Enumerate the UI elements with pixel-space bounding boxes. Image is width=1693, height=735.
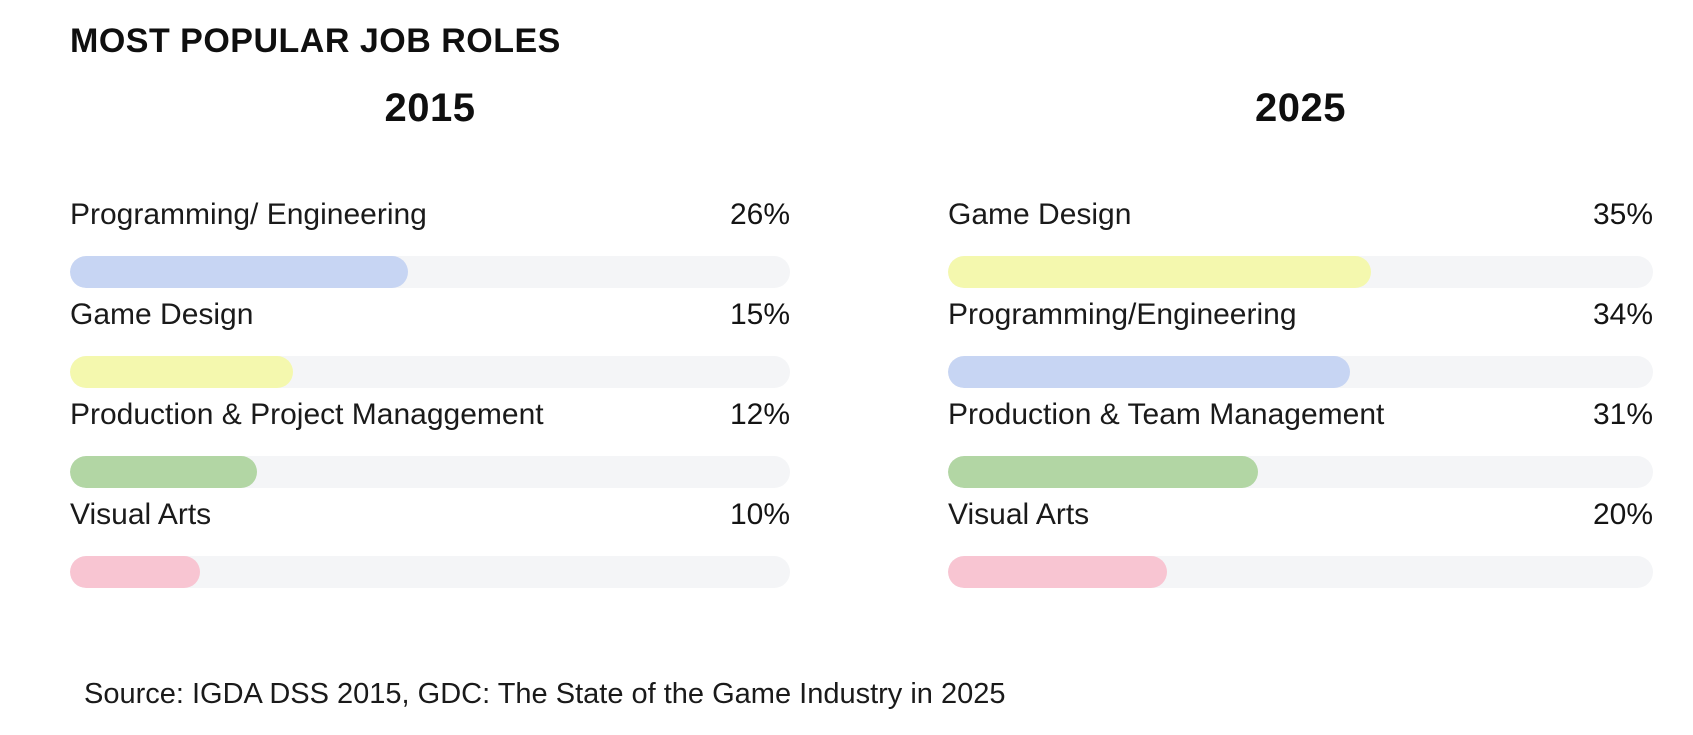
bar-fill xyxy=(948,256,1371,288)
bar-row-head: Programming/ Engineering 26% xyxy=(70,196,790,232)
value-label: 35% xyxy=(1592,198,1653,231)
bar-row: Production & Team Management 31% xyxy=(948,396,1653,488)
source-note: Source: IGDA DSS 2015, GDC: The State of… xyxy=(84,678,1006,710)
bar-track xyxy=(948,556,1653,588)
category-label: Production & Team Management xyxy=(948,398,1385,431)
bar-fill xyxy=(948,556,1167,588)
value-label: 10% xyxy=(729,498,790,531)
bar-row-head: Production & Team Management 31% xyxy=(948,396,1653,432)
bar-track xyxy=(70,456,790,488)
bar-track xyxy=(948,256,1653,288)
value-label: 26% xyxy=(729,198,790,231)
category-label: Programming/Engineering xyxy=(948,298,1297,331)
bar-fill xyxy=(70,356,294,388)
value-label: 20% xyxy=(1592,498,1653,531)
value-label: 34% xyxy=(1592,298,1653,331)
category-label: Programming/ Engineering xyxy=(70,198,427,231)
category-label: Visual Arts xyxy=(948,498,1090,531)
value-label: 15% xyxy=(729,298,790,331)
bar-row-head: Game Design 15% xyxy=(70,296,790,332)
bar-row-head: Visual Arts 20% xyxy=(948,496,1653,532)
category-label: Production & Project Managgement xyxy=(70,398,544,431)
bar-row: Visual Arts 10% xyxy=(70,496,790,588)
bar-track xyxy=(70,356,790,388)
bar-fill xyxy=(70,456,258,488)
value-label: 31% xyxy=(1592,398,1653,431)
chart-2015: 2015 Programming/ Engineering 26% Game Des… xyxy=(70,84,790,596)
bar-row: Programming/Engineering 34% xyxy=(948,296,1653,388)
chart-2015-rows: Programming/ Engineering 26% Game Design 15… xyxy=(70,196,790,588)
chart-2015-title: 2015 xyxy=(384,86,476,130)
bar-row-head: Game Design 35% xyxy=(948,196,1653,232)
bar-row: Production & Project Managgement 12% xyxy=(70,396,790,488)
bar-fill xyxy=(70,256,409,288)
category-label: Visual Arts xyxy=(70,498,212,531)
bar-track xyxy=(70,556,790,588)
bar-row: Game Design 35% xyxy=(948,196,1653,288)
bar-row: Programming/ Engineering 26% xyxy=(70,196,790,288)
chart-2025-title: 2025 xyxy=(1255,86,1346,130)
value-label: 12% xyxy=(729,398,790,431)
chart-2025: 2025 Game Design 35% Programming/Engineeri… xyxy=(948,84,1653,596)
bar-row-head: Visual Arts 10% xyxy=(70,496,790,532)
bar-fill xyxy=(948,356,1350,388)
bar-row: Visual Arts 20% xyxy=(948,496,1653,588)
category-label: Game Design xyxy=(70,298,254,331)
bar-track xyxy=(70,256,790,288)
bar-row-head: Production & Project Managgement 12% xyxy=(70,396,790,432)
page-title: MOST POPULAR JOB ROLES xyxy=(70,22,561,60)
chart-2025-rows: Game Design 35% Programming/Engineering 34%… xyxy=(948,196,1653,588)
bar-row: Game Design 15% xyxy=(70,296,790,388)
bar-fill xyxy=(70,556,200,588)
bar-fill xyxy=(948,456,1259,488)
bar-row-head: Programming/Engineering 34% xyxy=(948,296,1653,332)
category-label: Game Design xyxy=(948,198,1132,231)
bar-track xyxy=(948,456,1653,488)
bar-track xyxy=(948,356,1653,388)
